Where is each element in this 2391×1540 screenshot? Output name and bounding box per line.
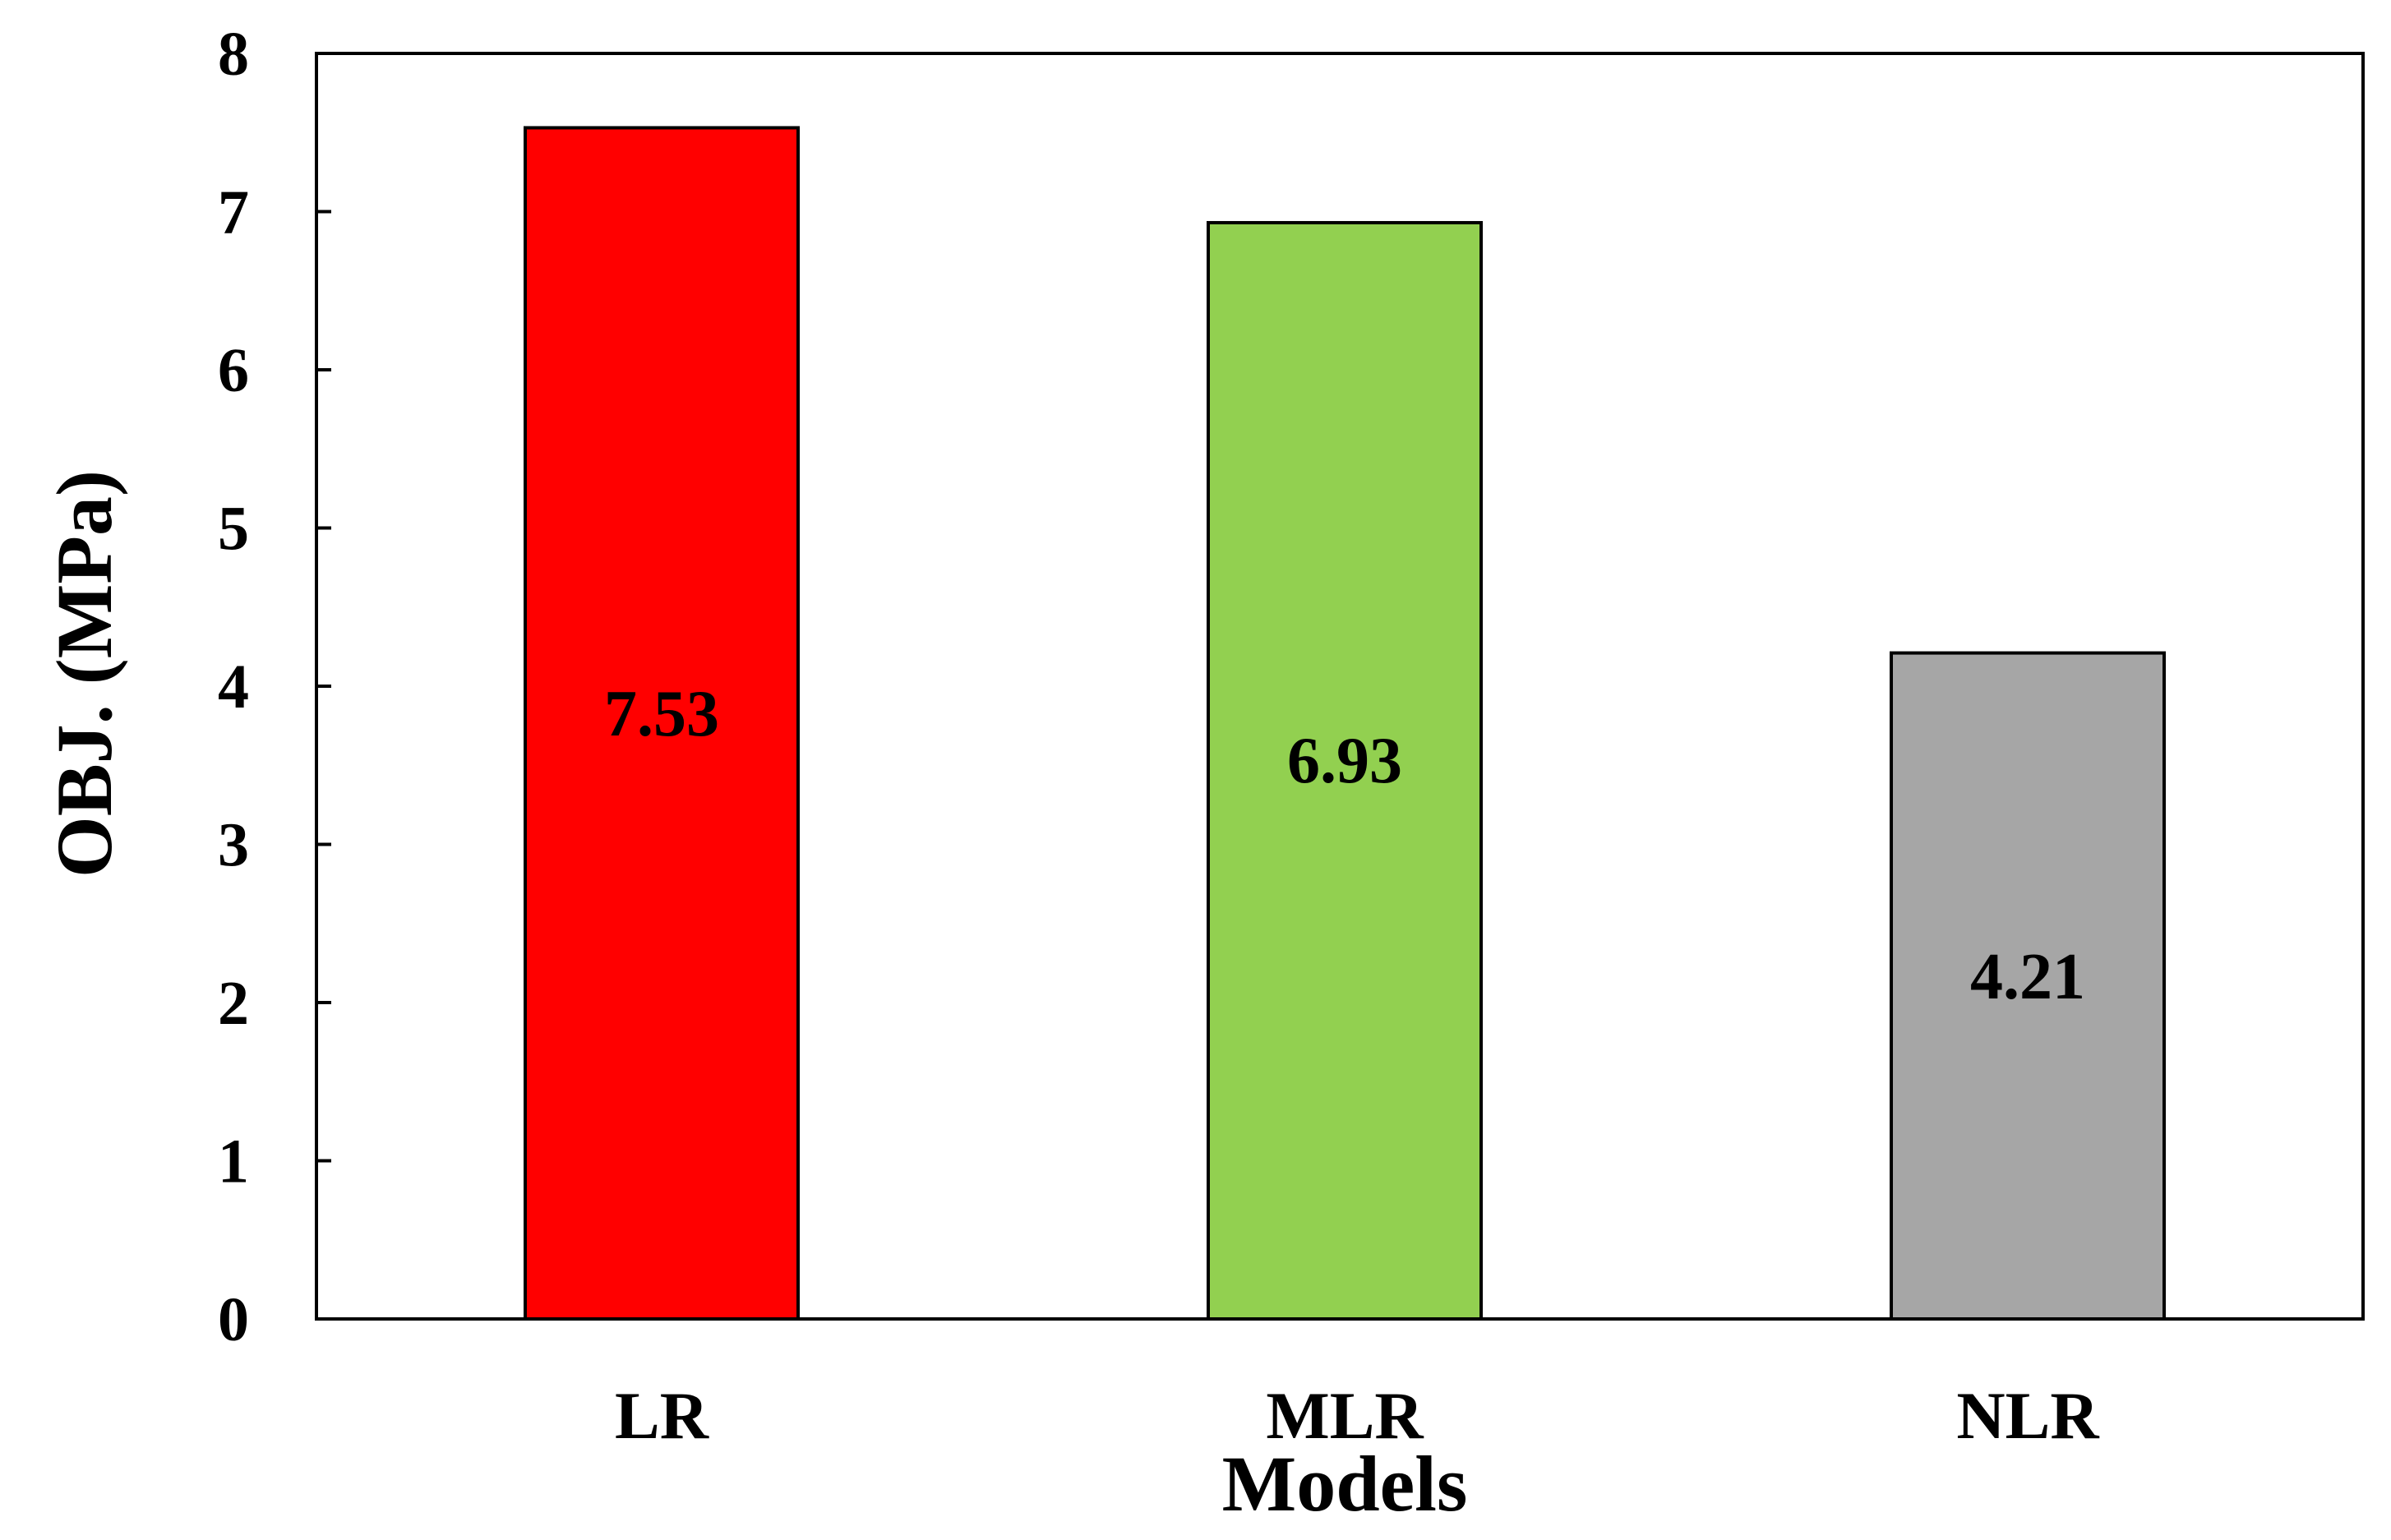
bar-nlr <box>1890 651 2166 1321</box>
y-tick-label: 4 <box>218 652 249 722</box>
y-ticks-layer: 0 1 2 3 4 5 6 7 8 <box>218 20 331 1354</box>
x-category-label-lr: LR <box>615 1378 709 1453</box>
labels-layer: 7.53 LR 6.93 MLR 4.21 NLR <box>604 678 2099 1453</box>
data-label-mlr: 6.93 <box>1287 725 1402 797</box>
y-tick-label: 5 <box>218 495 249 564</box>
y-tick-label: 0 <box>218 1285 249 1354</box>
bar-mlr <box>1207 220 1483 1321</box>
bars-layer <box>524 126 2166 1321</box>
x-axis-title: Models <box>1222 1440 1468 1528</box>
x-category-label-nlr: NLR <box>1956 1378 2099 1453</box>
x-category-label-mlr: MLR <box>1266 1378 1424 1453</box>
y-tick-label: 3 <box>218 811 249 880</box>
y-axis-title: OBJ. (MPa) <box>40 470 128 878</box>
y-tick-label: 6 <box>218 336 249 405</box>
y-tick-label: 7 <box>218 178 249 247</box>
y-tick-label: 1 <box>218 1127 249 1196</box>
data-label-lr: 7.53 <box>604 678 719 750</box>
y-tick-label: 2 <box>218 969 249 1038</box>
data-label-nlr: 4.21 <box>1970 941 2085 1013</box>
bar-lr <box>524 126 800 1321</box>
y-tick-label: 8 <box>218 20 249 89</box>
